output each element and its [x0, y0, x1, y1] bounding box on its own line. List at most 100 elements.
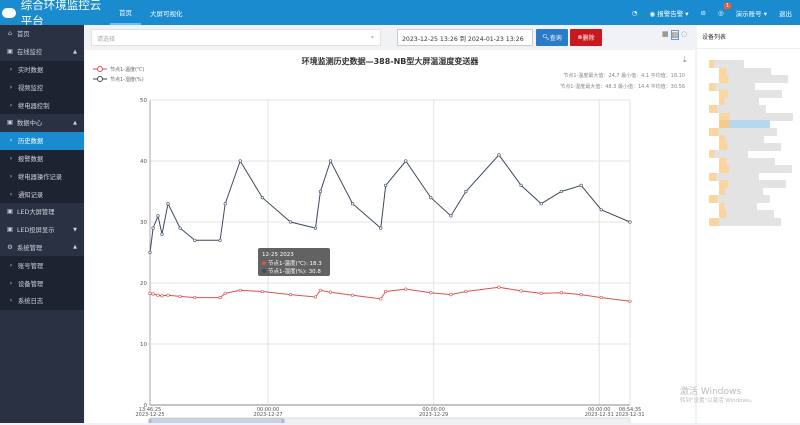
data-point	[260, 196, 264, 200]
chevron-right-icon: ›	[9, 190, 13, 198]
device-select[interactable]: 请选择 ▾	[91, 29, 381, 46]
chart-stats: 节点1-湿度最大值：48.3 最小值：14.4 平均值：30.56	[560, 83, 685, 90]
data-point	[628, 299, 632, 303]
data-point	[178, 294, 182, 299]
query-button[interactable]: 🔍︎ 查询	[536, 29, 568, 46]
sidebar-item[interactable]: › 账号管理	[0, 256, 84, 275]
sidebar-item[interactable]: › 系统日志	[0, 291, 84, 310]
date-range-input[interactable]: 2023-12-25 13:26 到 2024-01-23 13:26	[397, 29, 533, 46]
data-point	[193, 238, 197, 242]
sidebar-item[interactable]: ▣ LED大屏管理	[0, 203, 84, 221]
chevron-right-icon: ›	[9, 297, 13, 305]
device-tree-item[interactable]	[709, 127, 777, 136]
collapse-arrow-icon: ▲	[73, 119, 77, 126]
data-point	[166, 202, 170, 206]
x-tick-time: 13:46:25	[139, 407, 161, 413]
device-tree-item[interactable]	[719, 157, 775, 166]
device-tree-item[interactable]	[719, 142, 781, 151]
chevron-right-icon: ›	[9, 261, 13, 269]
x-tick-date: 2023-12-25	[135, 412, 164, 418]
device-tree-item[interactable]	[709, 217, 781, 226]
nav-big-screen[interactable]: 大屏可视化	[150, 9, 183, 18]
notification-icon[interactable]: ◎ 1	[717, 2, 732, 17]
data-point	[559, 189, 563, 194]
data-point	[599, 296, 603, 300]
data-point	[579, 292, 583, 297]
data-point	[384, 183, 388, 187]
mute-icon[interactable]: ⊘	[700, 8, 706, 17]
device-tree-item[interactable]	[719, 187, 763, 196]
sidebar-item-label: 首页	[17, 31, 30, 39]
device-tree-item[interactable]	[719, 165, 792, 173]
data-point	[260, 289, 264, 294]
chart-view-icon[interactable]: ▨	[670, 30, 680, 40]
device-tree-item[interactable]	[709, 195, 770, 203]
chevron-down-icon: ▾	[370, 34, 374, 41]
data-point	[318, 288, 322, 292]
data-zoom-window[interactable]	[150, 418, 283, 425]
device-tree-item[interactable]	[719, 97, 759, 106]
search-icon: 🔍︎	[542, 34, 550, 41]
sidebar-item[interactable]: ▣ 数据中心 ▲	[0, 114, 84, 132]
data-point	[178, 226, 182, 230]
y-tick-label: 20	[140, 281, 147, 287]
legend-marker	[97, 66, 103, 72]
chevron-right-icon: ›	[9, 101, 13, 109]
device-tree-item[interactable]	[719, 202, 757, 211]
sidebar-item-label: 设备管理	[18, 280, 44, 288]
alarm-menu[interactable]: ◉ 报警告警 ▾	[649, 9, 689, 18]
data-point	[218, 296, 222, 300]
device-tree-item[interactable]	[709, 60, 744, 68]
sidebar-item[interactable]: › 实时数据	[0, 60, 84, 79]
device-tree-item[interactable]	[719, 67, 771, 76]
collapse-arrow-icon: ▼	[73, 226, 77, 233]
data-point	[313, 226, 318, 230]
download-icon[interactable]: ⤓	[683, 55, 687, 64]
sidebar-item[interactable]: › 通知记录	[0, 185, 84, 203]
x-tick-date: 2023-12-29	[419, 412, 448, 418]
sidebar: ⌂ 首页 ▣ 在线监控 ▲ › 实时数据 › 视频监控 › 继电器控制 ▣ 数据中心 ▲ › 历史数据 › 报警数…	[0, 25, 84, 423]
data-zoom-handle[interactable]	[148, 419, 152, 425]
device-tree-item[interactable]	[719, 90, 782, 98]
delete-button[interactable]: ⊗ 删除	[570, 29, 602, 46]
device-tree-item[interactable]	[719, 75, 788, 83]
sidebar-item[interactable]: ⚙ 系统管理 ▲	[0, 239, 84, 257]
sidebar-item[interactable]: › 继电器控制	[0, 96, 84, 114]
legend-label: 节点1-湿度(%)	[110, 76, 144, 83]
data-point	[559, 291, 563, 295]
sidebar-item[interactable]: ⌂ 首页	[0, 25, 84, 43]
device-tree-item[interactable]	[719, 135, 764, 143]
sidebar-item[interactable]: › 继电器操作记录	[0, 167, 84, 186]
device-tree-item[interactable]	[709, 82, 755, 91]
nav-home[interactable]: 首页	[110, 0, 141, 25]
dashboard-icon[interactable]: ◔	[631, 8, 638, 17]
device-tree-item[interactable]	[709, 105, 766, 113]
sidebar-item[interactable]: › 报警数据	[0, 149, 84, 168]
sidebar-item[interactable]: › 历史数据	[0, 131, 84, 150]
device-tree-item[interactable]	[719, 180, 786, 188]
sidebar-item[interactable]: ▣ LED投屏显示 ▼	[0, 221, 84, 239]
tooltip-row: 节点1-温度(℃): 18.3	[268, 259, 322, 267]
y-tick-label: 40	[140, 159, 147, 165]
sidebar-item[interactable]: › 设备管理	[0, 274, 84, 292]
device-tree-item[interactable]	[709, 150, 748, 158]
chevron-right-icon: ›	[9, 172, 13, 180]
device-tree-item[interactable]	[719, 120, 770, 128]
device-tree-item[interactable]	[719, 112, 793, 121]
sidebar-item[interactable]: ▣ 在线监控 ▲	[0, 43, 84, 61]
logout-button[interactable]: 退出	[779, 9, 792, 18]
sidebar-item[interactable]: › 视频监控	[0, 78, 84, 97]
data-point	[156, 293, 160, 297]
data-point	[223, 202, 227, 206]
restore-icon[interactable]: ◌	[681, 30, 688, 38]
table-view-icon[interactable]: ▦	[662, 30, 669, 38]
device-tree-item[interactable]	[719, 210, 774, 218]
chevron-right-icon: ›	[9, 154, 13, 162]
account-menu[interactable]: 演示账号 ▾	[735, 9, 767, 18]
data-point	[429, 196, 433, 200]
main-content: 请选择 ▾ 2023-12-25 13:26 到 2024-01-23 13:26…	[85, 25, 695, 425]
data-point	[328, 159, 333, 163]
data-zoom-handle[interactable]	[281, 419, 285, 425]
data-point	[288, 220, 293, 224]
device-tree-item[interactable]	[709, 172, 759, 181]
